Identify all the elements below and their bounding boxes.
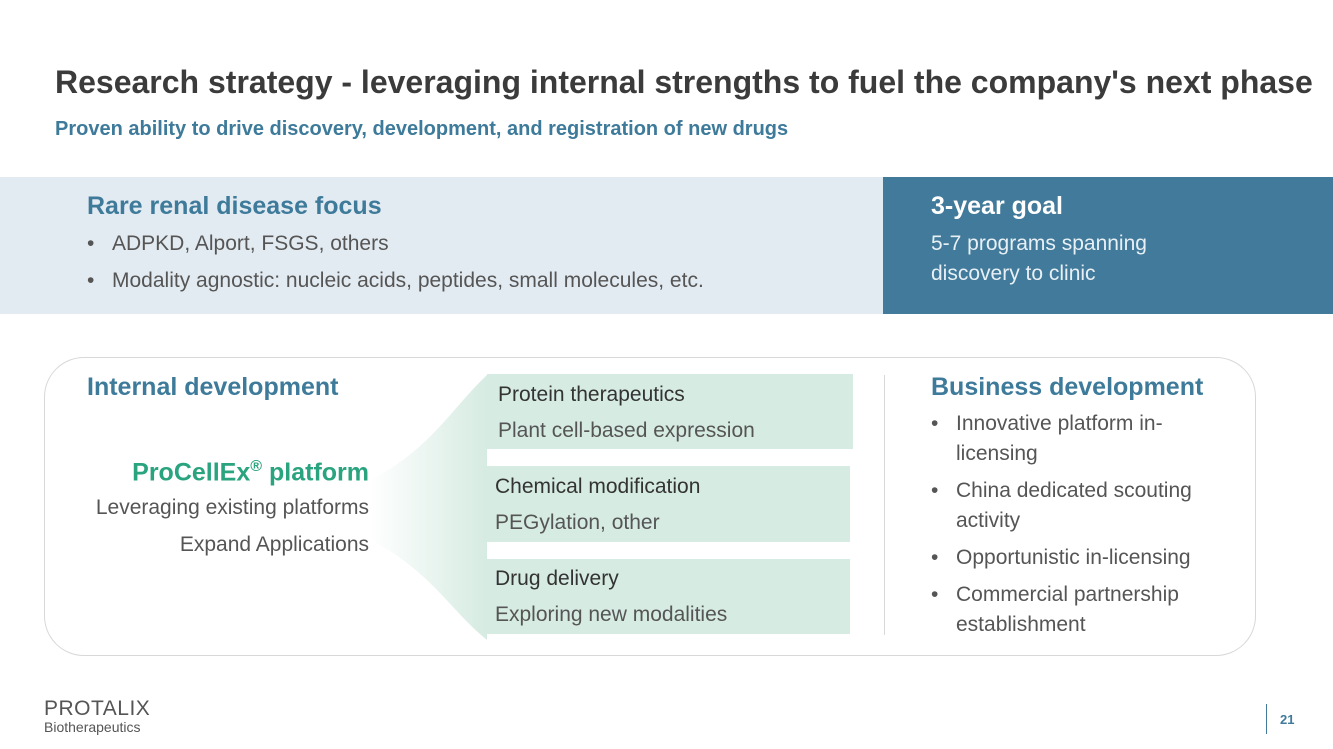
bullet: ADPKD, Alport, FSGS, others xyxy=(87,229,867,259)
box: Drug delivery Exploring new modalities xyxy=(483,559,850,634)
bullet: China dedicated scouting activity xyxy=(931,476,1216,536)
fan xyxy=(370,375,487,640)
goal-heading: 3-year goal xyxy=(931,192,1064,220)
page-number: 21 xyxy=(1280,712,1295,727)
internal-line: Leveraging existing platforms xyxy=(95,496,369,520)
box: Protein therapeutics Plant cell-based exp… xyxy=(487,374,853,449)
box-title: Protein therapeutics xyxy=(498,383,685,406)
title: Research strategy - leveraging internal … xyxy=(55,64,1313,100)
platform-suffix: platform xyxy=(269,458,369,487)
focus-band: Rare renal disease focus ADPKD, Alport, … xyxy=(0,177,883,314)
goal-text: 5-7 programs spanning discovery to clini… xyxy=(931,232,1147,285)
page-rule xyxy=(1266,704,1267,734)
bullet: Modality agnostic: nucleic acids, peptid… xyxy=(87,266,867,296)
divider xyxy=(884,375,885,635)
bullet: Commercial partnership establishment xyxy=(931,580,1216,640)
subtitle: Proven ability to drive discovery, devel… xyxy=(55,118,789,140)
box-text: Exploring new modalities xyxy=(495,603,728,626)
business-heading: Business development xyxy=(931,373,1204,401)
box-title: Drug delivery xyxy=(495,567,619,590)
business-list: Innovative platform in-licensing China de… xyxy=(931,409,1216,647)
internal-heading: Internal development xyxy=(87,373,339,401)
goal-band: 3-year goal 5-7 programs spanning discov… xyxy=(883,177,1333,314)
panel xyxy=(44,357,1256,656)
platform-name: ProCellEx xyxy=(132,458,251,487)
internal-line: Expand Applications xyxy=(179,533,369,557)
box-title: Chemical modification xyxy=(495,475,701,498)
box-text: PEGylation, other xyxy=(495,511,660,534)
box: Chemical modification PEGylation, other xyxy=(483,466,850,542)
bullet: Opportunistic in-licensing xyxy=(931,543,1216,573)
focus-heading: Rare renal disease focus xyxy=(87,192,382,220)
focus-list: ADPKD, Alport, FSGS, others Modality agno… xyxy=(87,229,867,303)
logo-tagline: Biotherapeutics xyxy=(44,719,141,735)
box-text: Plant cell-based expression xyxy=(498,419,755,442)
platform-mark: ® xyxy=(250,458,263,475)
logo: PROTALIX xyxy=(44,697,151,720)
internal-block: ProCellEx® platform Leveraging existing … xyxy=(96,458,369,563)
bullet: Innovative platform in-licensing xyxy=(931,409,1216,469)
